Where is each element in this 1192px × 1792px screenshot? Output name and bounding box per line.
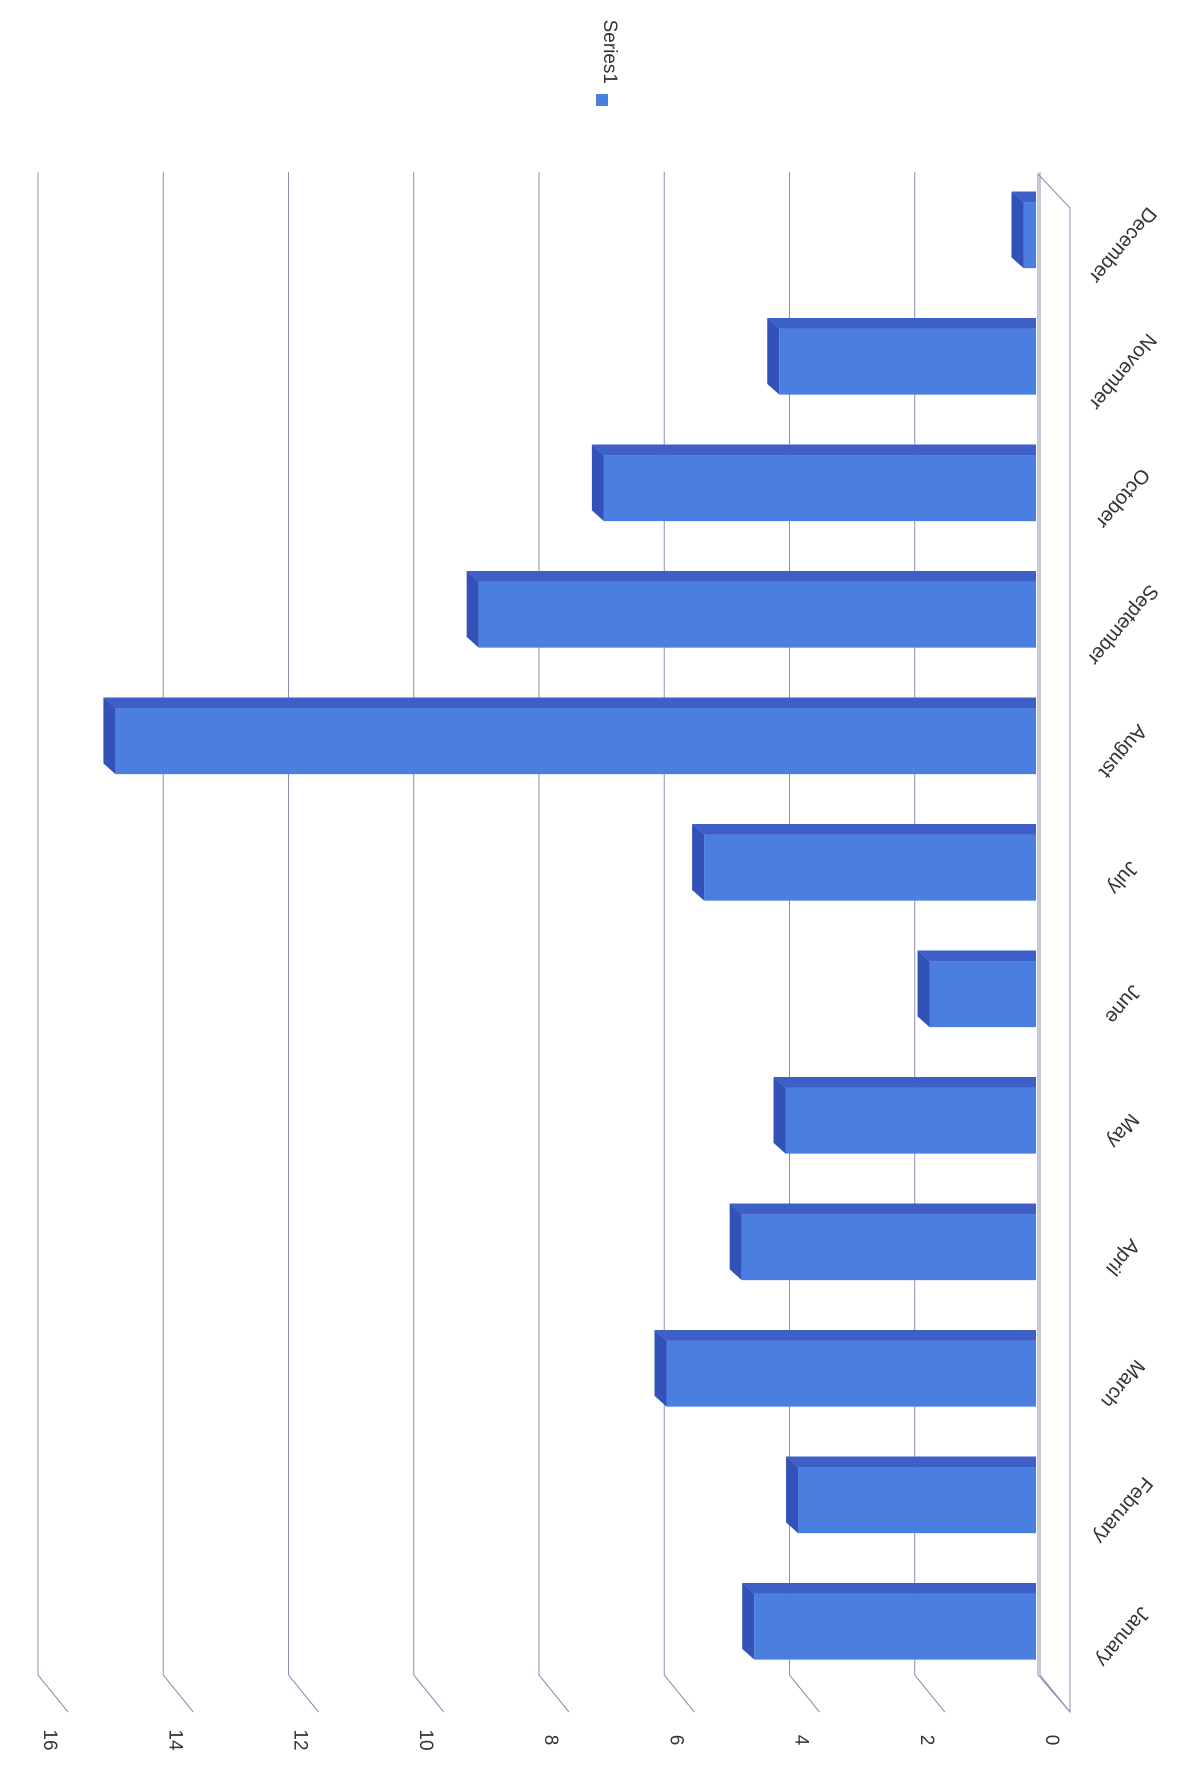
gridline-floor-10 — [413, 1674, 445, 1713]
bar-top-face — [773, 1077, 1036, 1088]
bar-july — [692, 824, 1036, 901]
bar-front-face — [741, 1214, 1036, 1281]
bar-end-face — [742, 1583, 755, 1660]
bar-top-face — [1011, 191, 1036, 203]
category-label-february: February — [1088, 1472, 1156, 1547]
bar-front-face — [603, 455, 1036, 522]
tick-label-8: 8 — [540, 1735, 561, 1746]
bar-end-face — [654, 1330, 667, 1407]
bar-top-face — [742, 1583, 1036, 1594]
bar-august — [103, 697, 1037, 775]
gridline-floor-14 — [162, 1674, 194, 1713]
bar-may — [773, 1077, 1036, 1154]
bar-december — [1011, 191, 1036, 269]
bar-front-face — [115, 708, 1037, 775]
category-label-september: September — [1083, 580, 1163, 669]
bar-end-face — [767, 318, 780, 395]
bar-top-face — [103, 697, 1037, 709]
bar-front-face — [798, 1467, 1036, 1534]
bar-front-face — [704, 834, 1036, 901]
tick-label-14: 14 — [164, 1729, 185, 1751]
gridline-floor-2 — [914, 1674, 946, 1713]
bar-top-face — [466, 571, 1036, 582]
chart-floor — [1037, 172, 1071, 1714]
gridline-floor-4 — [789, 1674, 820, 1713]
category-label-july: July — [1103, 857, 1143, 898]
bar-front-face — [1023, 202, 1036, 269]
category-label-august: August — [1094, 720, 1151, 782]
bar-front-face — [666, 1340, 1036, 1407]
category-label-may: May — [1102, 1109, 1143, 1152]
gridline-floor-12 — [288, 1674, 319, 1713]
bar-end-face — [692, 824, 705, 901]
legend-swatch — [596, 94, 608, 106]
bar-end-face — [591, 444, 604, 522]
tick-label-4: 4 — [791, 1735, 812, 1746]
tick-label-2: 2 — [916, 1735, 937, 1746]
bar-march — [654, 1330, 1036, 1407]
tick-label-6: 6 — [665, 1735, 686, 1746]
bar-october — [591, 444, 1036, 522]
bar-front-face — [478, 581, 1036, 648]
bar-june — [917, 950, 1036, 1028]
category-label-january: January — [1091, 1602, 1154, 1671]
gridline-floor-6 — [663, 1674, 695, 1713]
bar-november — [767, 318, 1036, 395]
bar-end-face — [773, 1077, 786, 1154]
bar-top-face — [729, 1203, 1036, 1215]
tick-label-10: 10 — [415, 1729, 436, 1750]
category-label-march: March — [1096, 1355, 1149, 1412]
tick-label-16: 16 — [39, 1729, 60, 1750]
bar-front-face — [929, 961, 1036, 1028]
bar-end-face — [1011, 191, 1024, 269]
bar-front-face — [754, 1593, 1036, 1660]
bar-top-face — [767, 318, 1036, 329]
legend-label: Series1 — [599, 20, 620, 84]
bar-end-face — [729, 1203, 742, 1281]
gridline-floor-8 — [538, 1674, 570, 1713]
bar-top-face — [692, 824, 1036, 835]
bar-september — [466, 571, 1036, 648]
bar-end-face — [786, 1456, 799, 1534]
bar-front-face — [779, 328, 1036, 395]
gridline-floor-16 — [37, 1674, 69, 1713]
bar-january — [742, 1583, 1036, 1660]
bar-top-face — [917, 950, 1036, 962]
bar-february — [786, 1456, 1036, 1534]
tick-label-12: 12 — [290, 1729, 311, 1750]
bar-end-face — [466, 571, 479, 648]
bar-end-face — [103, 697, 116, 775]
category-label-november: November — [1084, 329, 1160, 414]
tick-label-0: 0 — [1041, 1735, 1062, 1746]
bar-top-face — [654, 1330, 1036, 1341]
bar-top-face — [786, 1456, 1036, 1468]
category-label-december: December — [1084, 203, 1160, 288]
bar-top-face — [591, 444, 1036, 456]
bar-april — [729, 1203, 1036, 1281]
category-label-october: October — [1091, 464, 1154, 533]
bar-front-face — [785, 1087, 1036, 1154]
category-label-april: April — [1101, 1235, 1144, 1280]
bar-end-face — [917, 950, 930, 1028]
category-label-june: June — [1100, 980, 1145, 1027]
